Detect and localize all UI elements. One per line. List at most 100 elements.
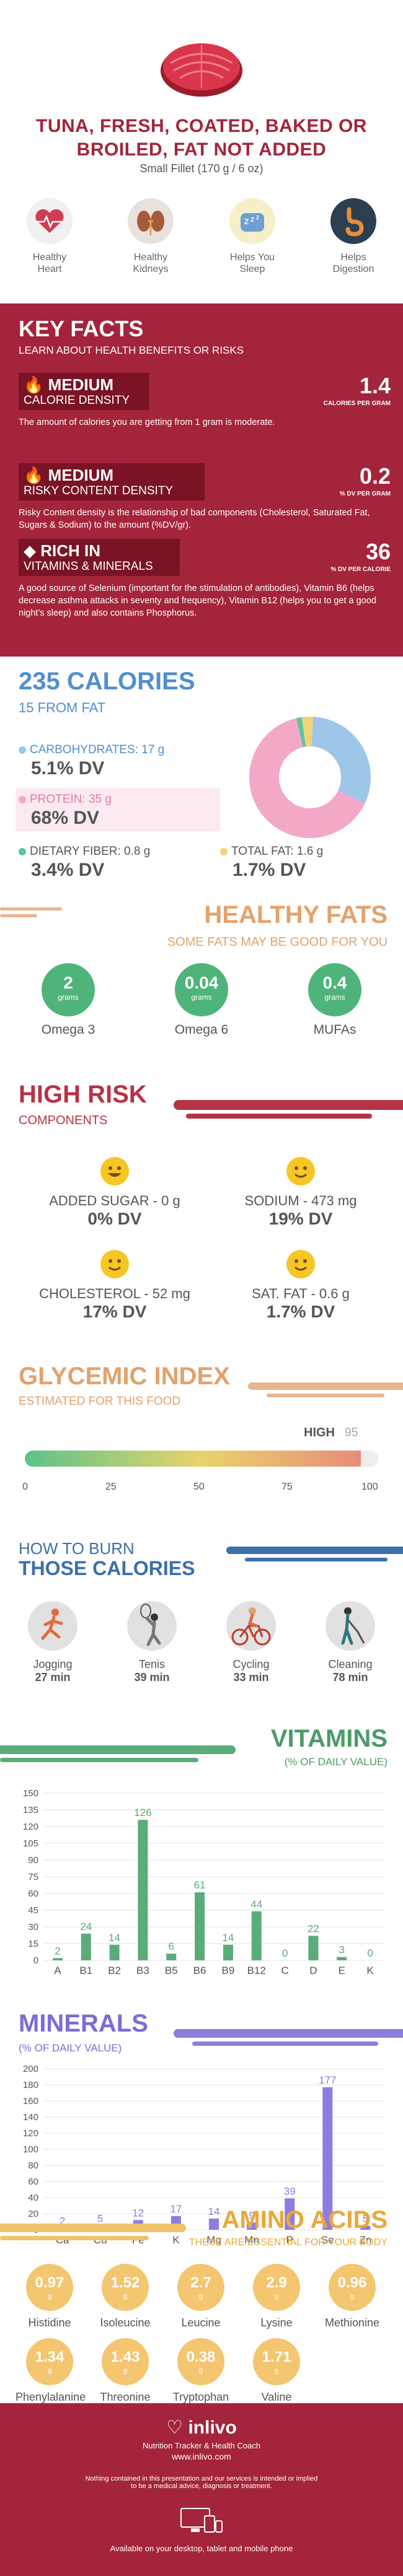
amino-item: 0.97 g Histidine xyxy=(16,2264,84,2329)
minerals-title: MINERALS xyxy=(19,2010,148,2037)
protein-dot-icon xyxy=(19,795,26,803)
fact-unit: CALORIES PER GRAM xyxy=(323,400,391,407)
tuna-steak-icon xyxy=(161,43,242,97)
smiling-face-icon xyxy=(286,1250,315,1278)
fat-unit: grams xyxy=(58,993,79,1002)
burn-time: 27 min xyxy=(35,1671,71,1683)
tennis-icon xyxy=(127,1601,177,1651)
digestion-icon xyxy=(330,198,376,244)
amino-circle: 0.97 g xyxy=(26,2264,73,2311)
footer-disclaimer-2: to be a medical advice, diagnosis or tre… xyxy=(131,2482,272,2490)
donut-slice-protein xyxy=(249,718,365,838)
jogging-icon xyxy=(28,1601,78,1651)
fat-label: Omega 3 xyxy=(41,1023,95,1037)
fat-value: 0.4 xyxy=(322,973,347,992)
risk-value: 17% DV xyxy=(82,1302,147,1321)
burn-time: 39 min xyxy=(134,1671,170,1683)
amino-value: 0.38 xyxy=(186,2349,216,2365)
fats-decor-stripes xyxy=(0,907,68,917)
fact-level: RICH IN xyxy=(40,541,101,560)
amino-circle: 1.43 g xyxy=(102,2338,149,2385)
burn-cycling: Cycling 33 min xyxy=(214,1601,288,1684)
risk-sodium: SODIUM - 473 mg 19% DV xyxy=(214,1157,388,1229)
burn-title-2: THOSE CALORIES xyxy=(19,1557,195,1579)
smiling-face-icon xyxy=(100,1250,129,1278)
vitamin-value-label: 44 xyxy=(250,1898,262,1910)
carbs-label-text: CARBOHYDRATES: 17 g xyxy=(30,743,165,756)
devices-icon xyxy=(0,2507,403,2538)
benefit-label-2: Heart xyxy=(37,264,62,274)
vitamin-category-label: B1 xyxy=(79,1965,92,1976)
amino-circle: 2.9 g xyxy=(253,2264,300,2311)
benefit-label-2: Digestion xyxy=(332,264,374,274)
fat-value: 0.04 xyxy=(184,973,219,992)
burn-activity: Jogging xyxy=(33,1658,73,1670)
vitamin-value-label: 22 xyxy=(308,1923,319,1934)
carbs-label: CARBOHYDRATES: 17 g xyxy=(19,743,164,757)
amino-value: 1.52 xyxy=(110,2274,140,2291)
benefit-label-1: Helps xyxy=(340,252,366,263)
mineral-ytick: 100 xyxy=(23,2144,38,2155)
vitamin-category-label: K xyxy=(366,1965,374,1976)
amino-unit: g xyxy=(350,2292,355,2300)
amino-circle: 1.34 g xyxy=(26,2338,73,2385)
amino-item: 1.52 g Isoleucine xyxy=(91,2264,159,2329)
fat-omega3: 2 grams Omega 3 xyxy=(34,963,102,1037)
donut-slice-fiber xyxy=(296,717,306,748)
mineral-ytick: 200 xyxy=(23,2064,38,2074)
food-title: TUNA, FRESH, COATED, BAKED OR BROILED, F… xyxy=(0,115,403,162)
burn-cleaning: Cleaning 78 min xyxy=(313,1601,388,1684)
fact-category: CALORIE DENSITY xyxy=(24,394,130,407)
mineral-ytick: 120 xyxy=(23,2128,38,2139)
burn-title-1: HOW TO BURN xyxy=(19,1539,135,1558)
vitamin-ytick: 0 xyxy=(33,1955,38,1966)
vitamin-bar xyxy=(195,1892,205,1960)
food-image xyxy=(155,26,248,100)
mineral-category-label: Mn xyxy=(244,2234,259,2246)
fact-badge: 🔥 MEDIUM RISKY CONTENT DENSITY xyxy=(19,463,205,500)
fiber-label-text: DIETARY FIBER: 0.8 g xyxy=(30,845,151,858)
amino-item: 2.7 g Leucine xyxy=(167,2264,235,2329)
footer-url[interactable]: www.inlivo.com xyxy=(172,2452,231,2461)
risk-label: SAT. FAT - 0.6 g xyxy=(252,1286,350,1301)
mineral-value-label: 2 xyxy=(60,2215,65,2227)
risk-value: 0% DV xyxy=(87,1209,142,1228)
amino-label: Threonine xyxy=(100,2391,151,2403)
fat-omega6: 0.04 grams Omega 6 xyxy=(167,963,236,1037)
fiber-dot-icon xyxy=(19,847,26,855)
fact-category: VITAMINS & MINERALS xyxy=(24,560,153,573)
amino-label: Histidine xyxy=(28,2316,71,2329)
fat-value: 2 xyxy=(63,973,73,992)
vitamin-value-label: 6 xyxy=(169,1941,174,1952)
amino-label: Lysine xyxy=(260,2316,293,2329)
vitamins-subtitle: (% OF DAILY VALUE) xyxy=(284,1756,388,1768)
amino-unit: g xyxy=(123,2292,128,2300)
amino-label: Methionine xyxy=(324,2316,380,2329)
vitamin-ytick: 150 xyxy=(23,1788,38,1799)
amino-label: Isoleucine xyxy=(100,2316,151,2329)
mineral-ytick: 20 xyxy=(28,2209,38,2219)
vitamin-category-label: E xyxy=(339,1965,345,1976)
benefit-heart: Healthy Heart xyxy=(12,198,87,275)
vitamin-ytick: 120 xyxy=(23,1822,38,1832)
fact-risky-density: 🔥 MEDIUM RISKY CONTENT DENSITY 0.2 % DV … xyxy=(19,463,391,531)
vitamin-value-label: 0 xyxy=(282,1947,288,1959)
burn-time: 78 min xyxy=(332,1671,368,1683)
carbs-dv: 5.1% DV xyxy=(31,758,105,779)
vitamin-ytick: 15 xyxy=(28,1939,38,1949)
vitamin-category-label: B6 xyxy=(193,1965,206,1976)
fat-dot-icon xyxy=(220,847,228,855)
burn-activity: Tenis xyxy=(138,1658,166,1670)
vitamin-ytick: 75 xyxy=(28,1872,38,1882)
fact-description: A good source of Selenium (important for… xyxy=(19,583,376,618)
minerals-bar-chart: 0204060801001201401601802002Ca5Cu12Fe17K… xyxy=(23,2064,384,2246)
glycemic-decor-stripes xyxy=(248,1382,403,1397)
cycling-icon xyxy=(226,1601,276,1651)
vitamin-bar xyxy=(81,1933,91,1960)
footer-brand-text: inlivo xyxy=(188,2417,237,2438)
fats-title: HEALTHY FATS xyxy=(204,901,388,928)
glycemic-tick: 50 xyxy=(193,1482,205,1492)
smiling-face-icon xyxy=(286,1157,315,1185)
mineral-bar xyxy=(285,2198,295,2230)
food-title-line1: TUNA, FRESH, COATED, BAKED OR xyxy=(36,116,367,136)
